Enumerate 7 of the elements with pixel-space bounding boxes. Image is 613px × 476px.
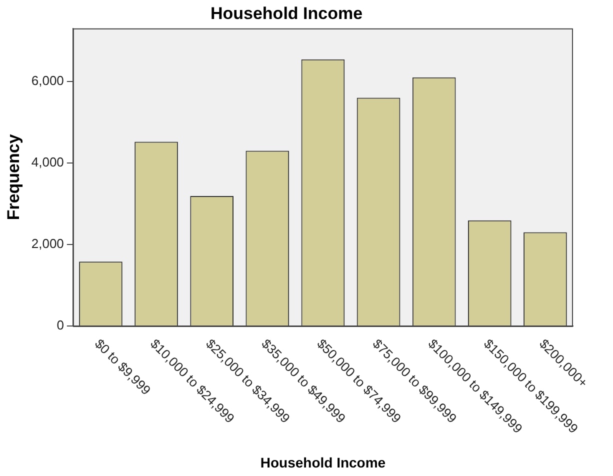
- chart-title: Household Income: [210, 4, 363, 23]
- y-tick-label: 6,000: [31, 72, 64, 88]
- y-tick-label: 0: [56, 318, 64, 333]
- y-tick-label: 2,000: [31, 236, 64, 252]
- y-tick-label: 4,000: [31, 154, 64, 170]
- x-axis-title: Household Income: [260, 454, 386, 470]
- y-axis-title: Frequency: [4, 134, 23, 220]
